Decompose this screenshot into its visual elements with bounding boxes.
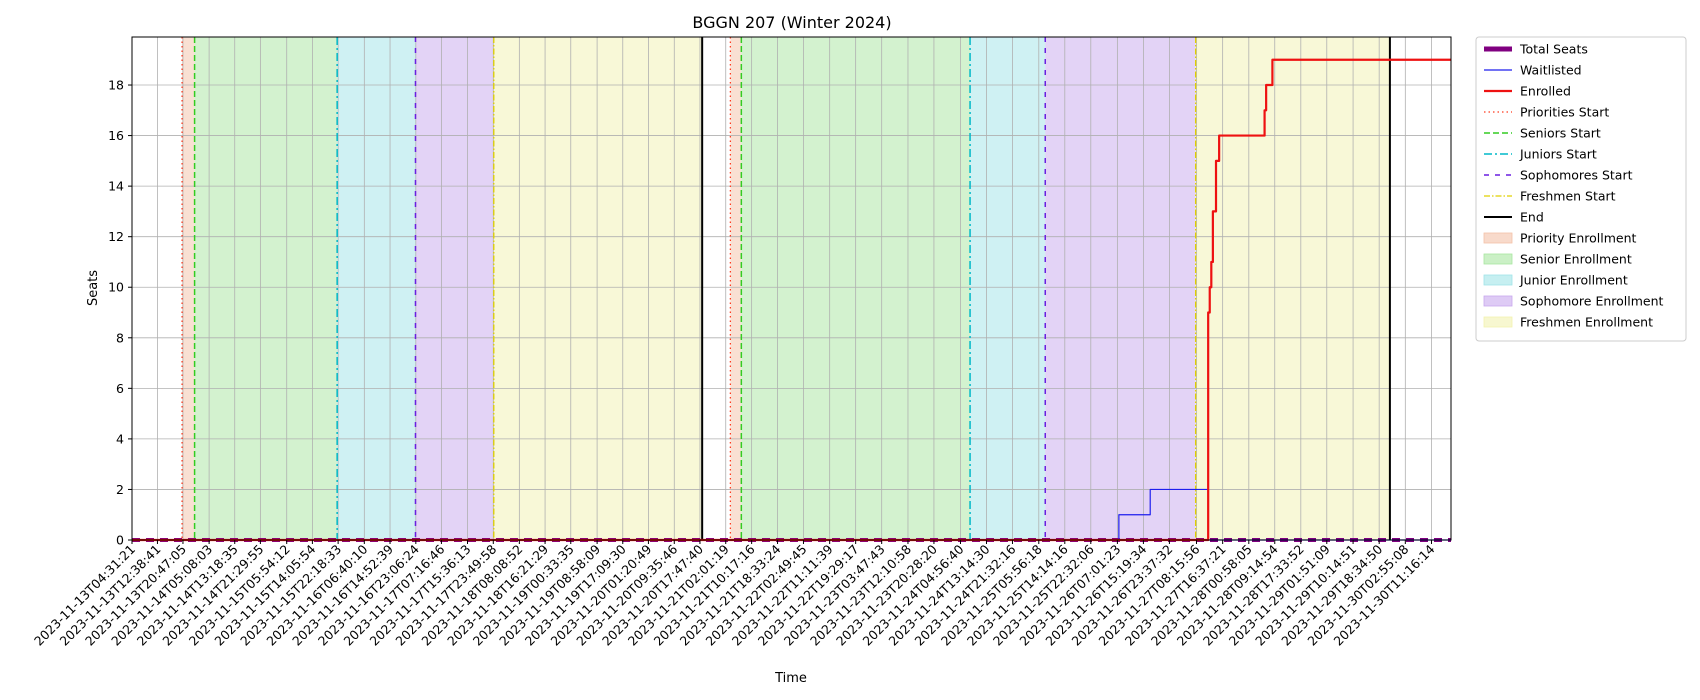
legend-entry-priorities-start: Priorities Start <box>1484 105 1609 120</box>
span-priority-enrollment <box>730 37 742 540</box>
legend-entry-freshmen-enrollment: Freshmen Enrollment <box>1483 315 1653 330</box>
y-tick-label: 8 <box>116 330 124 345</box>
span-junior-enrollment <box>337 37 416 540</box>
legend-label: Junior Enrollment <box>1519 273 1628 288</box>
chart-title: BGGN 207 (Winter 2024) <box>692 13 891 32</box>
legend-entry-waitlisted: Waitlisted <box>1484 63 1582 78</box>
y-tick-label: 0 <box>116 533 124 548</box>
legend-label: End <box>1520 210 1544 225</box>
y-tick-label: 6 <box>116 381 124 396</box>
span-freshmen-enrollment <box>493 37 703 540</box>
legend-swatch <box>1483 274 1513 286</box>
legend-label: Waitlisted <box>1520 63 1582 78</box>
y-tick-label: 14 <box>108 179 124 194</box>
y-tick-label: 12 <box>108 229 124 244</box>
legend-entry-sophomore-enrollment: Sophomore Enrollment <box>1483 294 1664 309</box>
legend-swatch <box>1483 232 1513 244</box>
legend-label: Sophomore Enrollment <box>1520 294 1664 309</box>
legend-entry-seniors-start: Seniors Start <box>1484 126 1601 141</box>
x-axis: 2023-11-13T04:31:212023-11-13T12:38:4120… <box>31 540 1438 649</box>
x-axis-label: Time <box>774 671 807 686</box>
legend-label: Enrolled <box>1520 84 1571 99</box>
legend-swatch <box>1483 316 1513 328</box>
legend-label: Freshmen Start <box>1520 189 1616 204</box>
legend-entry-end: End <box>1484 210 1544 225</box>
span-freshmen-enrollment <box>1195 37 1390 540</box>
y-tick-label: 10 <box>108 280 124 295</box>
legend-label: Juniors Start <box>1519 147 1597 162</box>
period-marker-lines <box>181 37 1391 540</box>
span-senior-enrollment <box>194 37 338 540</box>
legend-entry-freshmen-start: Freshmen Start <box>1484 189 1616 204</box>
legend-entry-sophomores-start: Sophomores Start <box>1484 168 1633 183</box>
legend-entry-enrolled: Enrolled <box>1484 84 1571 99</box>
y-tick-label: 18 <box>108 78 124 93</box>
legend-label: Total Seats <box>1519 42 1588 57</box>
legend-label: Sophomores Start <box>1520 168 1633 183</box>
y-axis: 0 2 4 6 8 10 12 14 16 18 <box>108 78 132 548</box>
y-axis-label: Seats <box>86 270 101 306</box>
enrollment-period-spans <box>182 37 1390 540</box>
span-priority-enrollment <box>182 37 195 540</box>
legend-label: Senior Enrollment <box>1520 252 1632 267</box>
legend-entry-juniors-start: Juniors Start <box>1484 147 1597 162</box>
y-tick-label: 16 <box>108 128 124 143</box>
legend-label: Seniors Start <box>1520 126 1601 141</box>
legend-swatch <box>1483 253 1513 265</box>
legend-swatch <box>1483 295 1513 307</box>
legend-label: Priority Enrollment <box>1520 231 1637 246</box>
plot-frame <box>131 36 1452 541</box>
legend-label: Priorities Start <box>1520 105 1609 120</box>
legend-frame <box>1475 36 1687 342</box>
series-enrolled <box>132 58 1451 542</box>
span-junior-enrollment <box>970 37 1046 540</box>
y-tick-label: 2 <box>116 482 124 497</box>
legend-entry-priority-enrollment: Priority Enrollment <box>1483 231 1637 246</box>
legend-entry-total-seats: Total Seats <box>1484 42 1588 57</box>
legend: Total Seats Waitlisted Enrolled Priorities … <box>1475 36 1687 342</box>
span-sophomore-enrollment <box>415 37 494 540</box>
legend-entry-senior-enrollment: Senior Enrollment <box>1483 252 1632 267</box>
legend-label: Freshmen Enrollment <box>1520 315 1653 330</box>
y-tick-label: 4 <box>116 431 124 446</box>
span-sophomore-enrollment <box>1045 37 1196 540</box>
legend-entry-junior-enrollment: Junior Enrollment <box>1483 273 1628 288</box>
